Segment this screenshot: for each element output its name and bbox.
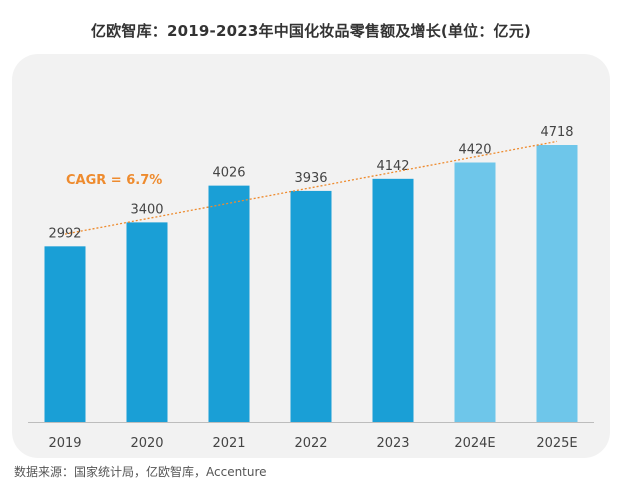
cagr-trend-line [64, 140, 558, 235]
bar-2020 [126, 222, 168, 422]
x-tick-2022: 2022 [294, 436, 327, 451]
x-tick-2023: 2023 [376, 436, 409, 451]
value-label-2020: 3400 [130, 202, 163, 217]
value-label-2025E: 4718 [540, 125, 573, 140]
cagr-label: CAGR = 6.7% [66, 173, 162, 188]
bar-2024E [454, 162, 496, 422]
bar-2023 [372, 178, 414, 422]
bar-2019 [44, 246, 86, 422]
source-note: 数据来源：国家统计局，亿欧智库，Accenture [14, 465, 267, 479]
bar-2021 [208, 185, 250, 422]
bars-group [44, 145, 578, 422]
x-tick-labels-group: 2019 2020 2021 2022 2023 2024E 2025E [48, 436, 577, 451]
x-tick-2025E: 2025E [536, 436, 577, 451]
x-tick-2020: 2020 [130, 436, 163, 451]
x-tick-2019: 2019 [48, 436, 81, 451]
value-label-2023: 4142 [376, 159, 409, 174]
x-tick-2024E: 2024E [454, 436, 495, 451]
chart-title: 亿欧智库：2019-2023年中国化妆品零售额及增长(单位：亿元) [90, 22, 532, 40]
x-tick-2021: 2021 [212, 436, 245, 451]
bar-2025E [536, 145, 578, 422]
value-label-2022: 3936 [294, 171, 327, 186]
value-label-2021: 4026 [212, 166, 245, 181]
bar-2022 [290, 190, 332, 422]
value-label-2024E: 4420 [458, 142, 491, 157]
